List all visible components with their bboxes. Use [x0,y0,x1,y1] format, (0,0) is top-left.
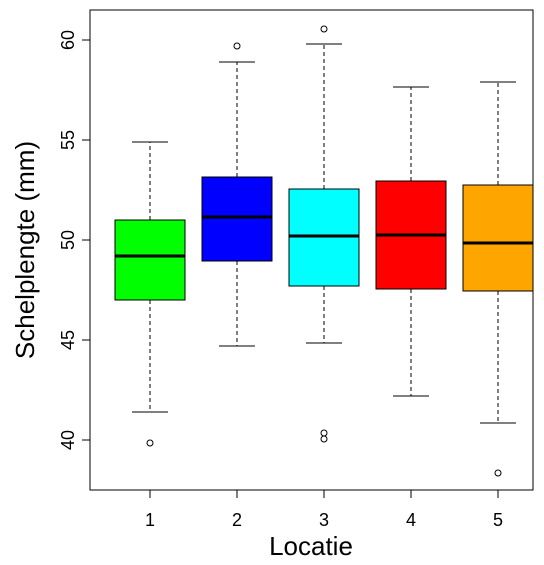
y-tick-label: 55 [58,130,78,150]
x-tick-label: 3 [319,510,329,530]
box-4 [375,86,447,397]
outlier-point [233,42,241,50]
box-body [462,184,534,292]
box-5 [462,81,534,477]
box-1 [114,141,186,447]
box-2 [201,42,273,347]
x-tick-label: 2 [232,510,242,530]
x-tick-label: 1 [145,510,155,530]
outlier-point [320,429,328,437]
box-body [201,176,273,262]
boxes-group [114,25,534,477]
x-axis: 1 2 3 4 5 [145,490,503,530]
outlier-point [320,25,328,33]
y-tick-label: 60 [58,30,78,50]
x-tick-label: 5 [493,510,503,530]
outlier-point [320,435,328,443]
box-body [114,219,186,301]
y-axis: 40 45 50 55 60 [58,30,90,450]
y-tick-label: 40 [58,430,78,450]
outlier-point [146,439,154,447]
x-axis-title: Locatie [269,531,353,561]
outlier-point [494,469,502,477]
x-tick-label: 4 [406,510,416,530]
y-axis-title: Schelplengte (mm) [10,141,40,359]
y-tick-label: 45 [58,330,78,350]
box-3 [288,25,360,443]
y-tick-label: 50 [58,230,78,250]
